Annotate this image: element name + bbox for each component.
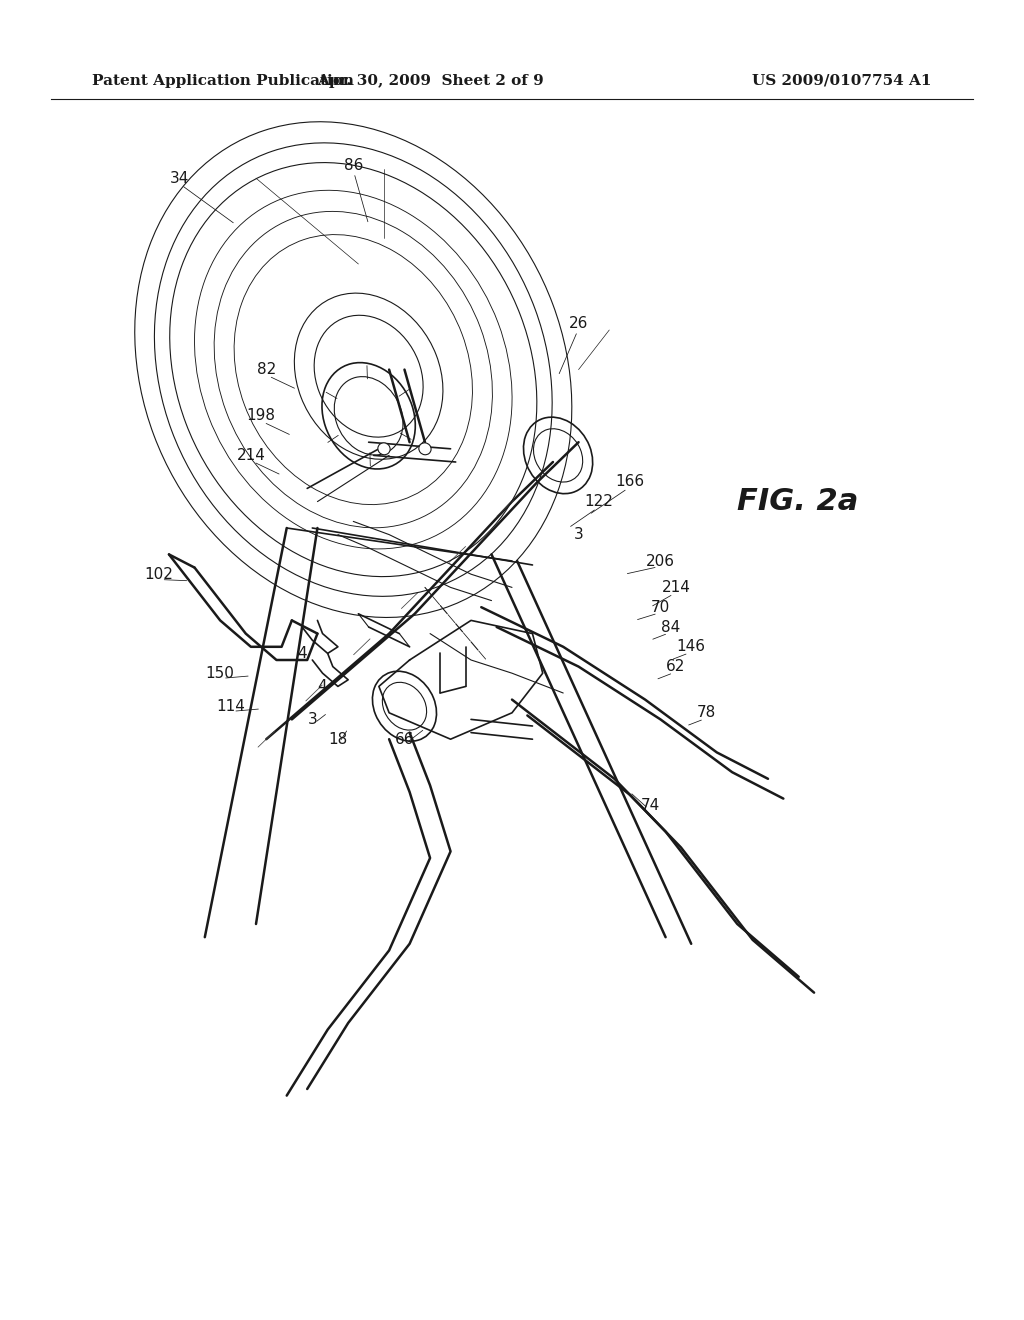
Text: 198: 198 [247, 408, 275, 424]
Text: 84: 84 [662, 619, 680, 635]
Text: 34: 34 [170, 170, 188, 186]
Text: 3: 3 [307, 711, 317, 727]
Text: 62: 62 [667, 659, 685, 675]
Text: US 2009/0107754 A1: US 2009/0107754 A1 [753, 74, 932, 88]
Text: 214: 214 [237, 447, 265, 463]
Text: 102: 102 [144, 566, 173, 582]
Ellipse shape [419, 442, 431, 455]
Text: 70: 70 [651, 599, 670, 615]
Text: 66: 66 [394, 731, 415, 747]
Text: 150: 150 [206, 665, 234, 681]
Text: 74: 74 [641, 797, 659, 813]
Text: 82: 82 [257, 362, 275, 378]
Text: 26: 26 [569, 315, 588, 331]
Text: 4: 4 [297, 645, 307, 661]
Text: 78: 78 [697, 705, 716, 721]
Text: FIG. 2a: FIG. 2a [737, 487, 859, 516]
Text: 214: 214 [662, 579, 690, 595]
Text: Patent Application Publication: Patent Application Publication [92, 74, 354, 88]
Text: 166: 166 [615, 474, 644, 490]
Text: 206: 206 [646, 553, 675, 569]
Text: 18: 18 [329, 731, 347, 747]
Text: 146: 146 [677, 639, 706, 655]
Ellipse shape [378, 442, 390, 455]
Text: 4: 4 [317, 678, 328, 694]
Text: 3: 3 [573, 527, 584, 543]
Text: Apr. 30, 2009  Sheet 2 of 9: Apr. 30, 2009 Sheet 2 of 9 [316, 74, 544, 88]
Text: 114: 114 [216, 698, 245, 714]
Text: 122: 122 [585, 494, 613, 510]
Text: 86: 86 [344, 157, 362, 173]
